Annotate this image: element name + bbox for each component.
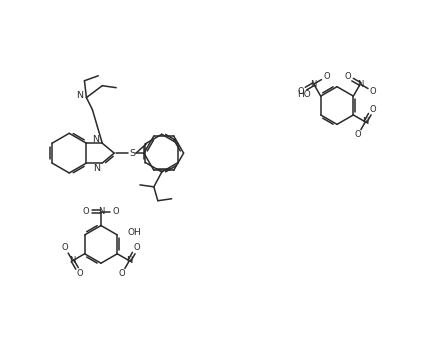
- Text: O: O: [76, 269, 83, 278]
- Text: O: O: [368, 104, 375, 114]
- Text: O: O: [118, 269, 125, 278]
- Text: N: N: [356, 79, 363, 89]
- Text: N: N: [93, 164, 100, 172]
- Text: S: S: [129, 149, 135, 158]
- Text: O: O: [133, 243, 140, 252]
- Text: N: N: [362, 117, 368, 126]
- Text: OH: OH: [127, 228, 141, 238]
- Text: HO: HO: [296, 90, 310, 99]
- Text: O: O: [354, 130, 360, 139]
- Text: N: N: [98, 207, 104, 216]
- Text: N: N: [126, 256, 132, 265]
- Text: O: O: [112, 207, 119, 216]
- Text: O: O: [322, 72, 329, 81]
- Text: O: O: [297, 87, 303, 96]
- Text: O: O: [343, 72, 350, 81]
- Text: N: N: [76, 91, 83, 100]
- Text: N: N: [310, 79, 316, 89]
- Text: N: N: [92, 135, 99, 144]
- Text: O: O: [369, 87, 375, 96]
- Text: N: N: [69, 256, 76, 265]
- Text: O: O: [82, 207, 89, 216]
- Text: O: O: [62, 243, 68, 252]
